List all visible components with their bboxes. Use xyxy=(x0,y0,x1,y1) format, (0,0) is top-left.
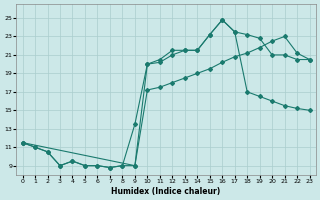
X-axis label: Humidex (Indice chaleur): Humidex (Indice chaleur) xyxy=(111,187,221,196)
